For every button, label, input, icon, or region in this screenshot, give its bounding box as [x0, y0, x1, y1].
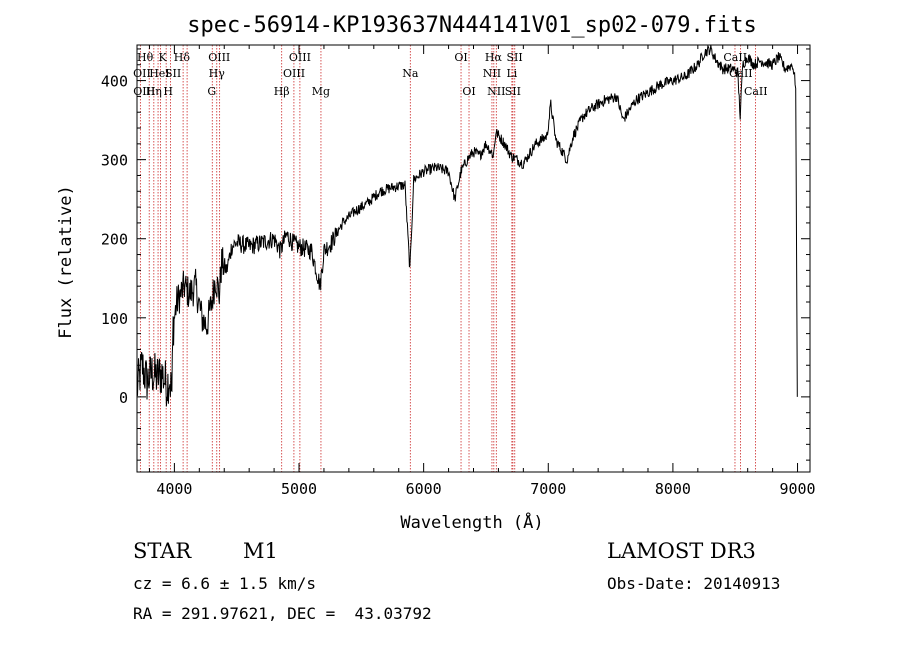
y-tick-label: 0 [119, 389, 128, 407]
line-label: CaII [723, 51, 747, 64]
y-tick-label: 100 [101, 310, 128, 328]
y-axis: 0 100 200 300 400 [101, 48, 810, 461]
line-label: SII [505, 85, 521, 98]
line-label: SII [165, 67, 181, 80]
survey-name: LAMOST DR3 [607, 539, 756, 563]
line-label: CaII [744, 85, 768, 98]
x-tick-label: 8000 [655, 480, 691, 498]
line-label: OI [454, 51, 467, 64]
y-tick-label: 400 [101, 73, 128, 91]
plot-frame [136, 44, 811, 473]
obs-date: Obs-Date: 20140913 [607, 574, 781, 593]
line-label: NII [483, 67, 501, 80]
ra-dec: RA = 291.97621, DEC = 43.03792 [133, 604, 432, 623]
line-label: G [207, 85, 216, 98]
x-tick-label: 4000 [156, 480, 192, 498]
line-label: HeI [149, 67, 169, 80]
line-label: OI [462, 85, 475, 98]
x-axis: 4000 5000 6000 7000 8000 9000 [148, 45, 816, 498]
y-axis-label: Flux (relative) [56, 185, 76, 339]
line-label: OII [133, 67, 151, 80]
object-subclass: M1 [243, 539, 278, 563]
x-tick-label: 5000 [281, 480, 317, 498]
y-tick-label: 300 [101, 152, 128, 170]
line-label: Hβ [274, 85, 290, 98]
line-label: Li [506, 67, 517, 80]
line-markers [139, 45, 756, 472]
line-label: Hδ [174, 51, 191, 64]
spectrum-line [136, 44, 798, 407]
line-label: NII [487, 85, 505, 98]
object-class: STAR [133, 539, 192, 563]
line-label: Mg [312, 85, 330, 98]
line-label: H [163, 85, 173, 98]
line-label: OIII [289, 51, 311, 64]
line-label: Hη [146, 85, 162, 98]
line-label: OIII [133, 85, 155, 98]
line-label: SII [507, 51, 523, 64]
line-label: K [158, 51, 167, 64]
line-label: Na [402, 67, 419, 80]
line-label: OIII [283, 67, 305, 80]
redshift-cz: cz = 6.6 ± 1.5 km/s [133, 574, 317, 593]
x-tick-label: 7000 [530, 480, 566, 498]
line-label: Hθ [137, 51, 154, 64]
x-tick-label: 9000 [779, 480, 815, 498]
line-label: Hα [485, 51, 503, 64]
x-tick-label: 6000 [406, 480, 442, 498]
x-axis-label: Wavelength (Å) [400, 511, 543, 533]
line-label: Hγ [209, 67, 226, 80]
line-label: OIII [208, 51, 230, 64]
y-tick-label: 200 [101, 231, 128, 249]
chart-title: spec-56914-KP193637N444141V01_sp02-079.f… [187, 13, 757, 38]
